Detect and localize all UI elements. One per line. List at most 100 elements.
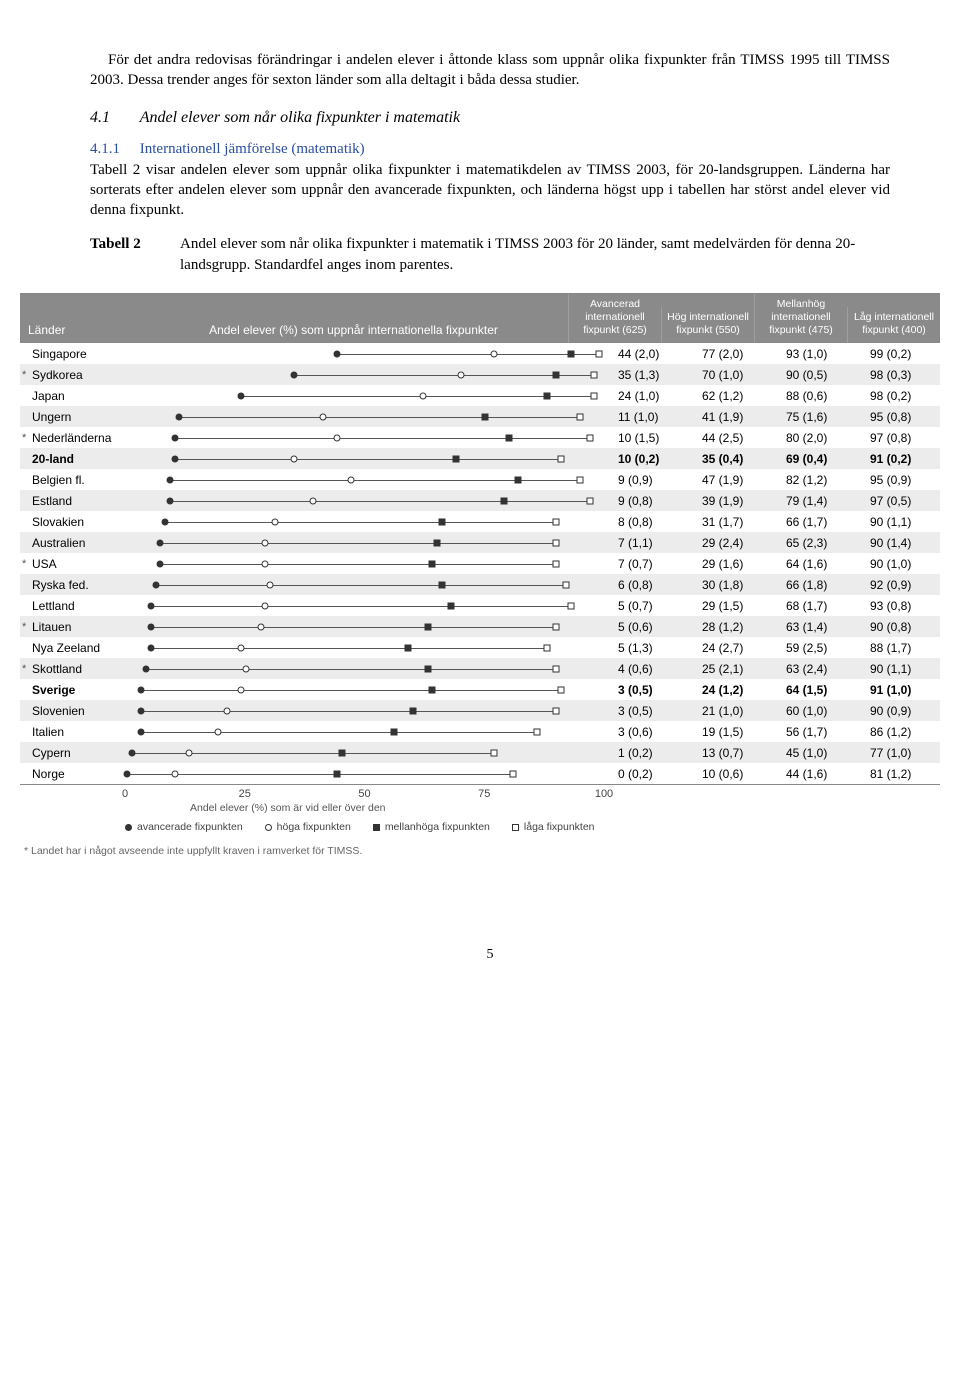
marker-advanced bbox=[147, 644, 154, 651]
row-country: Australien bbox=[32, 536, 127, 550]
table-row: Japan24 (1,0)62 (1,2)88 (0,6)98 (0,2) bbox=[20, 385, 940, 406]
row-value: 45 (1,0) bbox=[772, 746, 856, 760]
table-footnote: * Landet har i något avseende inte uppfy… bbox=[20, 845, 940, 857]
row-value: 8 (0,8) bbox=[604, 515, 688, 529]
row-value: 39 (1,9) bbox=[688, 494, 772, 508]
row-chart bbox=[127, 532, 604, 553]
marker-mid bbox=[515, 476, 522, 483]
marker-high bbox=[310, 497, 317, 504]
row-country: Sverige bbox=[32, 683, 127, 697]
row-country: Estland bbox=[32, 494, 127, 508]
marker-high bbox=[224, 707, 231, 714]
row-star: * bbox=[20, 432, 32, 444]
table-row: *Litauen5 (0,6)28 (1,2)63 (1,4)90 (0,8) bbox=[20, 616, 940, 637]
row-country: Sydkorea bbox=[32, 368, 127, 382]
table-row: Slovakien8 (0,8)31 (1,7)66 (1,7)90 (1,1) bbox=[20, 511, 940, 532]
marker-mid bbox=[438, 581, 445, 588]
row-value: 19 (1,5) bbox=[688, 725, 772, 739]
marker-advanced bbox=[171, 455, 178, 462]
table-row: Singapore44 (2,0)77 (2,0)93 (1,0)99 (0,2… bbox=[20, 343, 940, 364]
marker-low bbox=[553, 623, 560, 630]
row-value: 5 (0,7) bbox=[604, 599, 688, 613]
table-row: Nya Zeeland5 (1,3)24 (2,7)59 (2,5)88 (1,… bbox=[20, 637, 940, 658]
row-value: 90 (1,4) bbox=[856, 536, 940, 550]
marker-low bbox=[596, 350, 603, 357]
marker-low bbox=[567, 602, 574, 609]
marker-mid bbox=[333, 770, 340, 777]
marker-advanced bbox=[152, 581, 159, 588]
row-chart bbox=[127, 406, 604, 427]
marker-mid bbox=[429, 560, 436, 567]
marker-advanced bbox=[238, 392, 245, 399]
heading-4-1-1-num: 4.1.1 bbox=[90, 141, 136, 158]
row-value: 69 (0,4) bbox=[772, 452, 856, 466]
marker-advanced bbox=[171, 434, 178, 441]
table-row: Ungern11 (1,0)41 (1,9)75 (1,6)95 (0,8) bbox=[20, 406, 940, 427]
filled-square-icon bbox=[373, 824, 380, 831]
marker-advanced bbox=[157, 560, 164, 567]
marker-advanced bbox=[143, 665, 150, 672]
row-value: 0 (0,2) bbox=[604, 767, 688, 781]
row-value: 3 (0,6) bbox=[604, 725, 688, 739]
marker-high bbox=[491, 350, 498, 357]
marker-low bbox=[491, 749, 498, 756]
row-star: * bbox=[20, 663, 32, 675]
marker-high bbox=[214, 728, 221, 735]
row-country: Nya Zeeland bbox=[32, 641, 127, 655]
marker-advanced bbox=[157, 539, 164, 546]
row-chart bbox=[127, 637, 604, 658]
row-value: 11 (1,0) bbox=[604, 410, 688, 424]
marker-high bbox=[290, 455, 297, 462]
row-value: 35 (1,3) bbox=[604, 368, 688, 382]
axis-tick: 0 bbox=[122, 788, 128, 800]
row-value: 59 (2,5) bbox=[772, 641, 856, 655]
table-row: Norge0 (0,2)10 (0,6)44 (1,6)81 (1,2) bbox=[20, 763, 940, 784]
marker-mid bbox=[410, 707, 417, 714]
row-value: 90 (1,1) bbox=[856, 515, 940, 529]
col-header-country: Länder bbox=[20, 317, 139, 343]
marker-high bbox=[186, 749, 193, 756]
row-chart bbox=[127, 364, 604, 385]
row-country: Slovakien bbox=[32, 515, 127, 529]
row-chart bbox=[127, 574, 604, 595]
row-value: 24 (2,7) bbox=[688, 641, 772, 655]
marker-advanced bbox=[138, 728, 145, 735]
row-star: * bbox=[20, 369, 32, 381]
marker-high bbox=[348, 476, 355, 483]
row-country: Skottland bbox=[32, 662, 127, 676]
row-value: 88 (0,6) bbox=[772, 389, 856, 403]
col-header-low: Låg internationell fixpunkt (400) bbox=[847, 307, 940, 343]
row-chart bbox=[127, 469, 604, 490]
marker-advanced bbox=[166, 476, 173, 483]
row-value: 28 (1,2) bbox=[688, 620, 772, 634]
row-value: 9 (0,9) bbox=[604, 473, 688, 487]
legend-advanced: avancerade fixpunkten bbox=[125, 821, 243, 833]
marker-high bbox=[243, 665, 250, 672]
marker-advanced bbox=[124, 770, 131, 777]
row-value: 25 (2,1) bbox=[688, 662, 772, 676]
row-value: 47 (1,9) bbox=[688, 473, 772, 487]
row-value: 81 (1,2) bbox=[856, 767, 940, 781]
marker-high bbox=[171, 770, 178, 777]
row-value: 6 (0,8) bbox=[604, 578, 688, 592]
row-value: 10 (0,6) bbox=[688, 767, 772, 781]
marker-high bbox=[262, 602, 269, 609]
row-value: 90 (1,0) bbox=[856, 557, 940, 571]
marker-low bbox=[553, 539, 560, 546]
row-value: 63 (2,4) bbox=[772, 662, 856, 676]
axis-tick: 50 bbox=[358, 788, 370, 800]
row-country: Cypern bbox=[32, 746, 127, 760]
marker-advanced bbox=[176, 413, 183, 420]
row-country: Ungern bbox=[32, 410, 127, 424]
marker-low bbox=[543, 644, 550, 651]
marker-mid bbox=[567, 350, 574, 357]
row-chart bbox=[127, 679, 604, 700]
heading-4-1-1-text: Internationell jämförelse (matematik) bbox=[140, 141, 365, 157]
row-value: 1 (0,2) bbox=[604, 746, 688, 760]
legend-low: låga fixpunkten bbox=[512, 821, 595, 833]
col-header-chart: Andel elever (%) som uppnår internatione… bbox=[139, 317, 568, 343]
axis-tick: 25 bbox=[239, 788, 251, 800]
row-country: Lettland bbox=[32, 599, 127, 613]
marker-advanced bbox=[128, 749, 135, 756]
marker-high bbox=[262, 560, 269, 567]
